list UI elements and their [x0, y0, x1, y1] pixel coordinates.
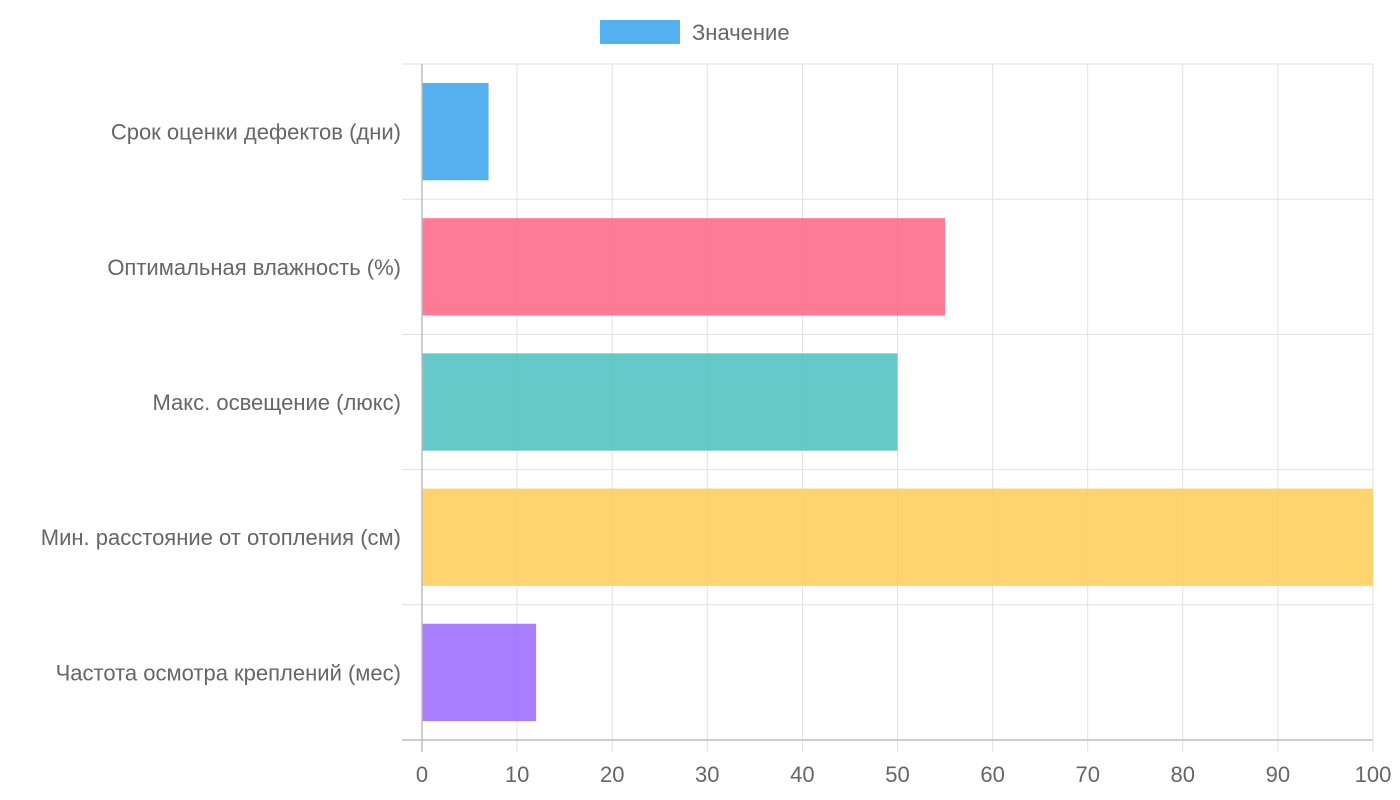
category-label: Оптимальная влажность (%) [107, 255, 401, 280]
bar[interactable] [422, 353, 898, 451]
legend-label: Значение [692, 20, 790, 45]
bar[interactable] [422, 488, 1373, 586]
x-tick-label: 90 [1266, 762, 1290, 787]
x-tick-label: 50 [885, 762, 909, 787]
axes [402, 64, 1373, 752]
category-label: Мин. расстояние от отопления (см) [41, 525, 401, 550]
x-axis-ticks: 0 10 20 30 40 50 60 70 80 90 100 [416, 762, 1391, 787]
x-tick-label: 70 [1075, 762, 1099, 787]
x-tick-label: 60 [980, 762, 1004, 787]
category-label: Макс. освещение (люкс) [152, 390, 401, 415]
bars [422, 82, 1373, 722]
x-tick-label: 100 [1355, 762, 1392, 787]
category-label: Срок оценки дефектов (дни) [111, 120, 401, 145]
bar[interactable] [422, 218, 946, 316]
x-tick-label: 10 [505, 762, 529, 787]
x-tick-label: 20 [600, 762, 624, 787]
legend[interactable]: Значение [600, 20, 790, 45]
category-label: Частота осмотра креплений (мес) [56, 660, 401, 685]
legend-swatch [600, 20, 680, 44]
x-tick-label: 80 [1171, 762, 1195, 787]
x-tick-label: 40 [790, 762, 814, 787]
bar[interactable] [422, 623, 537, 722]
x-tick-label: 0 [416, 762, 428, 787]
x-tick-label: 30 [695, 762, 719, 787]
bar[interactable] [422, 82, 489, 181]
y-axis-category-labels: Срок оценки дефектов (дни) Оптимальная вл… [41, 120, 401, 686]
